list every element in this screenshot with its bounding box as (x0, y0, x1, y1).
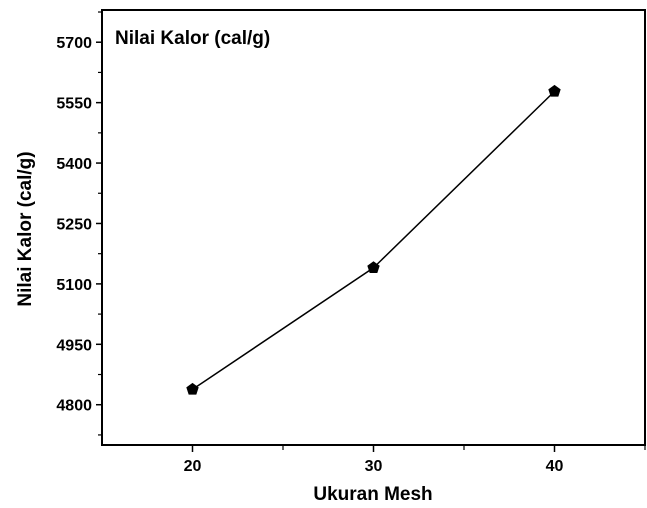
y-tick-label: 5100 (56, 277, 92, 294)
series-group (186, 84, 561, 395)
series-line (192, 90, 556, 391)
y-tick-label: 5250 (56, 216, 92, 233)
y-tick-label: 4800 (56, 398, 92, 415)
data-point-marker (367, 261, 380, 274)
y-tick-label: 5400 (56, 156, 92, 173)
x-axis-title: Ukuran Mesh (313, 484, 432, 505)
y-axis-title: Nilai Kalor (cal/g) (15, 151, 36, 306)
plot-frame (101, 9, 646, 446)
data-point-marker (548, 84, 561, 97)
data-point-marker (186, 382, 199, 395)
y-tick-label: 5550 (56, 96, 92, 113)
x-tick-label: 20 (184, 458, 202, 475)
y-axis-ticks (96, 11, 102, 436)
x-tick-label: 30 (365, 458, 383, 475)
x-tick-label: 40 (546, 458, 564, 475)
chart-title: Nilai Kalor (cal/g) (115, 28, 270, 49)
x-axis-ticks (191, 445, 646, 452)
y-tick-label: 5700 (56, 35, 92, 52)
y-axis-tick-labels: 4800 4950 5100 5250 5400 5550 5700 (56, 35, 92, 415)
x-axis-tick-labels: 20 30 40 (184, 458, 564, 475)
y-tick-label: 4950 (56, 337, 92, 354)
